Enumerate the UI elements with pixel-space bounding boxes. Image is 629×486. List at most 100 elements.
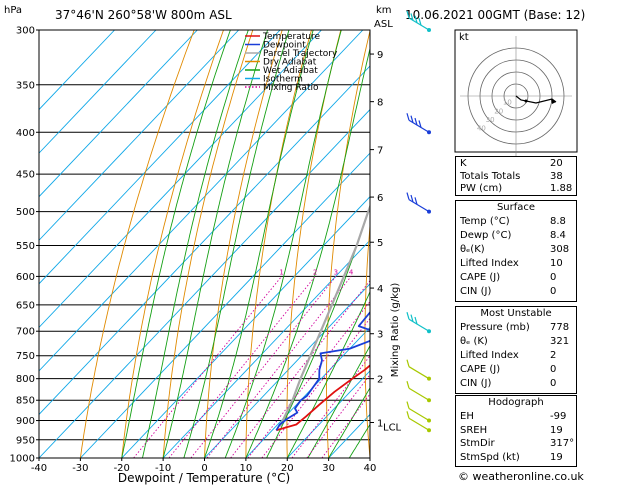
- legend-entry: Temperature: [262, 32, 320, 42]
- wind-barb-dot: [427, 428, 431, 433]
- pressure-tick-label: 450: [16, 170, 35, 181]
- mixing-ratio-line: [168, 276, 316, 458]
- hodograph-ring-label: 30: [486, 116, 495, 124]
- km-tick-label: 7: [377, 146, 383, 157]
- mixing-ratio-label: 3: [334, 268, 338, 276]
- mixing-ratio-label: 20: [441, 268, 450, 276]
- x-axis-label: Dewpoint / Temperature (°C): [118, 471, 290, 485]
- hodograph-ring-label: 10: [503, 99, 512, 107]
- legend-entry: Isotherm: [263, 75, 303, 85]
- index-label: Lifted Index: [460, 258, 519, 269]
- index-label: SREH: [460, 424, 488, 436]
- legend-entry: Parcel Trajectory: [263, 49, 338, 59]
- location-label: 37°46'N 260°58'W 800m ASL: [55, 8, 232, 22]
- x-tick-label: -10: [155, 463, 171, 474]
- wind-barb-dot: [427, 329, 431, 334]
- index-value: 317°: [550, 438, 575, 449]
- mixing-ratio-line: [230, 279, 370, 458]
- index-value: 308: [550, 244, 570, 255]
- x-tick-label: 0: [201, 463, 207, 474]
- wind-barb-feather: [418, 120, 422, 128]
- hodograph-stats-box: Hodograph EH -99 SREH 19 StmDir 317° StmSpd (kt…: [455, 395, 577, 467]
- hodograph-ring-label: 40: [477, 125, 486, 133]
- km-tick-label: 8: [377, 98, 383, 109]
- wind-barb-feather: [410, 115, 414, 123]
- x-tick-label: 20: [281, 463, 294, 474]
- pressure-tick-label: 350: [16, 80, 35, 91]
- x-tick-label: 30: [322, 463, 335, 474]
- wind-barb-feather: [410, 314, 414, 322]
- pressure-tick-label: 800: [16, 374, 35, 385]
- index-label: CAPE (J): [460, 272, 501, 283]
- wind-barbs: [406, 10, 431, 433]
- km-tick-label: 1: [377, 419, 383, 430]
- index-value: 778: [550, 322, 570, 333]
- index-row: Dewp (°C) 8.4: [460, 230, 572, 242]
- wind-barb-feather: [418, 18, 422, 26]
- isotherm-line: [39, 30, 115, 111]
- wind-barb-feather: [406, 359, 410, 367]
- index-value: 10: [550, 258, 563, 269]
- wind-barb-feather: [414, 117, 418, 126]
- hodograph-ring-label: 20: [494, 107, 503, 115]
- km-tick-label: 4: [377, 284, 383, 295]
- mixing-ratio-label: 6: [371, 268, 376, 276]
- wind-barb: [406, 359, 431, 381]
- wet-adiabat-line: [141, 30, 249, 458]
- wind-barb-staff: [408, 366, 430, 380]
- wind-barb-staff: [408, 199, 430, 213]
- wet-adiabat-line: [245, 46, 370, 458]
- index-value: 0: [550, 286, 557, 297]
- index-row: CAPE (J) 0: [460, 364, 572, 376]
- wet-adiabat-line: [286, 290, 370, 458]
- temperature-line: [276, 364, 370, 432]
- pressure-tick-label: 750: [16, 351, 35, 362]
- index-label: CIN (J): [460, 286, 492, 297]
- index-label: Totals Totals: [460, 170, 521, 182]
- isotherm-line: [80, 152, 370, 458]
- index-value: 8.8: [550, 216, 566, 227]
- legend-entry: Dry Adiabat: [263, 58, 317, 68]
- wind-barb-staff: [408, 417, 430, 431]
- wet-adiabat-line: [121, 30, 231, 458]
- wind-barb-dot: [427, 28, 431, 32]
- x-tick-label: 10: [240, 463, 253, 474]
- km-tick-label: 5: [377, 238, 383, 249]
- wind-barb-feather: [410, 194, 414, 203]
- index-row: StmDir 317°: [460, 438, 575, 450]
- dewpoint-line: [275, 310, 370, 431]
- mixing-ratio-label: 4: [349, 268, 354, 276]
- wind-barb-feather: [406, 312, 410, 320]
- index-label: PW (cm): [460, 183, 503, 194]
- index-label: θₑ(K): [460, 244, 485, 255]
- mixing-ratio-label: 2: [313, 268, 317, 276]
- legend-entry: Dewpoint: [263, 41, 306, 51]
- indices-top-box: K 20 Totals Totals 38 PW (cm) 1.88: [455, 156, 577, 196]
- index-value: 0: [550, 272, 557, 283]
- wind-barb-feather: [406, 10, 410, 19]
- isotherm-line: [39, 30, 281, 285]
- index-label: Temp (°C): [460, 216, 510, 227]
- index-value: 8.4: [550, 230, 566, 241]
- index-row: CIN (J) 0: [460, 286, 572, 298]
- datetime-label: 10.06.2021 00GMT (Base: 12): [405, 8, 585, 22]
- index-label: θₑ (K): [460, 336, 488, 347]
- wind-barb-feather: [406, 401, 410, 409]
- index-row: θₑ (K) 321: [460, 336, 572, 348]
- mixing-ratio-line: [190, 276, 337, 458]
- mixing-ratio-label: 8: [388, 268, 392, 276]
- dry-adiabat-line: [572, 30, 618, 458]
- wind-barb: [406, 312, 431, 334]
- km-tick-label: 9: [377, 50, 383, 61]
- mixing-ratio-axis-label: Mixing Ratio (g/kg): [390, 283, 401, 378]
- index-label: CAPE (J): [460, 364, 501, 375]
- index-row: EH -99: [460, 411, 572, 423]
- wind-barb-feather: [406, 411, 410, 419]
- km-tick-label: 3: [377, 330, 383, 341]
- wind-barb-dot: [427, 418, 431, 423]
- index-row: Lifted Index 10: [460, 258, 572, 270]
- index-label: Dewp (°C): [460, 230, 512, 241]
- index-row: Temp (°C) 8.8: [460, 216, 572, 228]
- dry-adiabat-line: [402, 30, 429, 458]
